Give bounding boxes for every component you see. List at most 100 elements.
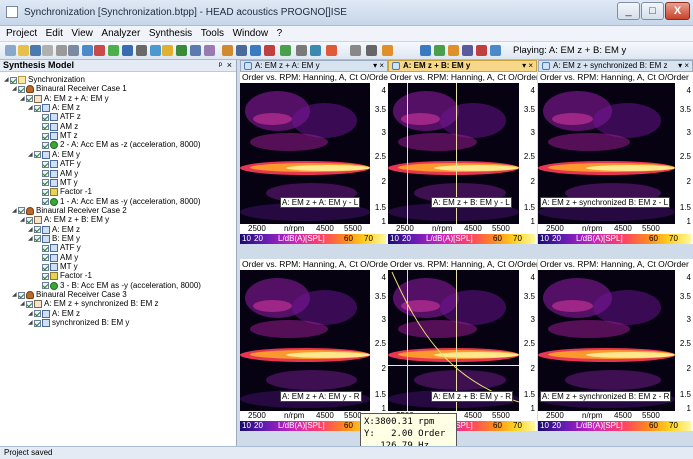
toolbar-tool-icon[interactable] [250,45,261,56]
tree-checkbox[interactable] [42,282,49,290]
toolbar-tool-icon[interactable] [264,45,275,56]
order-rpm-plot[interactable]: Order vs. RPM: Hanning, A, Ct O/Order A: … [240,72,388,244]
menu-project[interactable]: Project [6,28,38,39]
cursor-line[interactable] [407,270,408,411]
tree-node[interactable]: ◢ Synchronization [4,75,85,85]
tree-checkbox[interactable] [34,310,41,318]
toolbar-tool-icon[interactable] [350,45,361,56]
toolbar-playback-icon[interactable] [490,45,501,56]
tree-checkbox[interactable] [42,132,49,140]
tree-checkbox[interactable] [42,113,49,121]
menu-synthesis[interactable]: Synthesis [148,28,193,39]
spectrogram-area[interactable]: A: EM z + A: EM y - R [240,270,370,411]
tree-checkbox[interactable] [42,179,49,187]
menu-view[interactable]: View [71,28,93,39]
expand-arrow-icon[interactable]: ◢ [28,226,33,233]
toolbar-tool-icon[interactable] [222,45,233,56]
tree-checkbox[interactable] [42,123,49,131]
tree-node[interactable]: ATF y [36,159,81,169]
minimize-button[interactable]: _ [617,2,640,20]
tree-checkbox[interactable] [42,198,49,206]
expand-arrow-icon[interactable]: ◢ [4,77,9,83]
tree-node[interactable]: ◢ A: EM z [28,103,80,113]
order-rpm-plot[interactable]: Order vs. RPM: Hanning, A, Ct O/Order A: … [538,72,693,244]
toolbar-tool-icon[interactable] [82,45,93,56]
tree-checkbox[interactable] [42,254,49,262]
tree-checkbox[interactable] [42,263,49,271]
tree-node[interactable]: Factor -1 [36,271,92,281]
tree-checkbox[interactable] [34,235,41,243]
cursor-line[interactable] [407,83,408,224]
expand-arrow-icon[interactable]: ◢ [20,217,25,224]
tree-node[interactable]: Factor -1 [36,187,92,197]
tree-node[interactable]: ◢ A: EM z + A: EM y [20,94,109,104]
tree-node[interactable]: ◢ Binaural Receiver Case 3 [12,290,127,300]
tree-checkbox[interactable] [18,85,25,93]
tree-checkbox[interactable] [42,170,49,177]
panel-close-icon[interactable]: × [226,60,232,70]
tree-checkbox[interactable] [18,291,25,299]
tree-checkbox[interactable] [26,216,33,224]
document-tab[interactable]: A: EM z + A: EM y ▾ × [240,60,388,72]
tree-node[interactable]: AM z [36,122,78,132]
order-rpm-plot[interactable]: Order vs. RPM: Hanning, A, Ct O/Order A: … [388,259,537,431]
tree-node[interactable]: AM y [36,253,78,263]
tree-node[interactable]: ATF y [36,243,81,253]
expand-arrow-icon[interactable]: ◢ [28,320,33,327]
expand-arrow-icon[interactable]: ◢ [28,105,33,112]
tree-node[interactable]: ◢ Binaural Receiver Case 1 [12,84,127,94]
expand-arrow-icon[interactable]: ◢ [28,151,33,158]
menu-tools[interactable]: Tools [200,28,225,39]
toolbar-tool-icon[interactable] [94,45,105,56]
tree-checkbox[interactable] [34,151,41,159]
toolbar-tool-icon[interactable] [280,45,291,56]
toolbar-tool-icon[interactable] [296,45,307,56]
toolbar-tool-icon[interactable] [176,45,187,56]
expand-arrow-icon[interactable]: ◢ [20,95,25,102]
toolbar-tool-icon[interactable] [136,45,147,56]
menu-help[interactable]: ? [276,28,283,39]
spectrogram-area[interactable]: A: EM z + synchronized B: EM z - R [538,270,675,411]
document-tab-close-icon[interactable]: ▾ × [373,61,384,70]
toolbar-playback-icon[interactable] [434,45,445,56]
cursor-line[interactable] [456,270,457,411]
order-rpm-plot[interactable]: Order vs. RPM: Hanning, A, Ct O/Order A: … [538,259,693,431]
toolbar-playback-icon[interactable] [420,45,431,56]
toolbar-tool-icon[interactable] [18,45,29,56]
tree-checkbox[interactable] [18,207,25,215]
cursor-line[interactable] [456,83,457,224]
expand-arrow-icon[interactable]: ◢ [12,86,17,93]
toolbar-playback-icon[interactable] [476,45,487,56]
expand-arrow-icon[interactable]: ◢ [20,301,25,308]
expand-arrow-icon[interactable]: ◢ [12,207,17,214]
expand-arrow-icon[interactable]: ◢ [12,292,17,299]
expand-arrow-icon[interactable]: ◢ [28,235,33,242]
toolbar-tool-icon[interactable] [30,45,41,56]
toolbar-tool-icon[interactable] [42,45,53,56]
toolbar-tool-icon[interactable] [150,45,161,56]
menu-edit[interactable]: Edit [45,28,63,39]
tree-checkbox[interactable] [42,244,49,252]
document-tab[interactable]: A: EM z + B: EM y ▾ × [388,60,537,72]
tree-node[interactable]: 1 - A: Acc EM as -y (acceleration, 8000) [36,197,201,207]
toolbar-tool-icon[interactable] [366,45,377,56]
tree-checkbox[interactable] [34,104,41,112]
tree-node[interactable]: ◢ Binaural Receiver Case 2 [12,206,127,216]
spectrogram-area[interactable]: A: EM z + B: EM y - R [388,270,519,411]
toolbar-tool-icon[interactable] [5,45,16,56]
toolbar-tool-icon[interactable] [190,45,201,56]
expand-arrow-icon[interactable]: ◢ [28,310,33,317]
tree-checkbox[interactable] [34,226,41,234]
tree-checkbox[interactable] [42,272,49,280]
tree-node[interactable]: ◢ A: EM z + B: EM y [20,215,109,225]
toolbar-tool-icon[interactable] [122,45,133,56]
maximize-button[interactable]: □ [641,2,664,20]
toolbar-tool-icon[interactable] [310,45,321,56]
toolbar-tool-icon[interactable] [382,45,393,56]
order-rpm-plot[interactable]: Order vs. RPM: Hanning, A, Ct O/Order A: … [240,259,388,431]
tree-node[interactable]: ◢ A: EM z [28,309,80,319]
toolbar-tool-icon[interactable] [68,45,79,56]
tree-node[interactable]: ◢ A: EM z + synchronized B: EM z [20,299,158,309]
tree-checkbox[interactable] [26,95,33,103]
tree-checkbox[interactable] [42,141,49,149]
